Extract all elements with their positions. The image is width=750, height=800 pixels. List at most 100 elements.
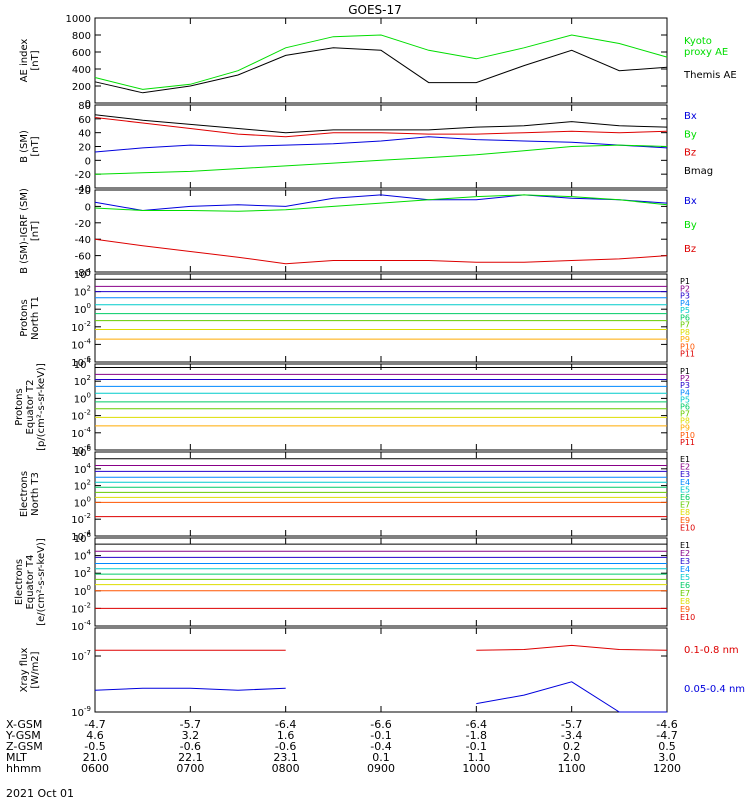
y-tick-label: 10-4 xyxy=(71,426,91,440)
y-axis-label: Xray flux xyxy=(19,648,30,693)
legend-entry: P7 xyxy=(680,410,690,419)
orbit-table: X-GSMY-GSMZ-GSMMLThhmm-4.74.6-0.521.0060… xyxy=(5,718,681,775)
panel-frame xyxy=(94,451,668,537)
legend-entry: Bz xyxy=(684,244,696,255)
orbit-row-label: X-GSM xyxy=(6,718,42,731)
y-tick-label: 0 xyxy=(85,202,91,213)
y-tick-label: 10-9 xyxy=(71,705,91,719)
legend-entry: E5 xyxy=(680,485,690,494)
y-tick-exponent: 0 xyxy=(87,495,91,503)
y-tick-exponent: -7 xyxy=(84,649,91,657)
y-tick-label: 10-7 xyxy=(71,649,91,663)
y-axis-label: AE index xyxy=(19,39,30,83)
y-tick-exponent: -2 xyxy=(84,601,91,609)
orbit-value: 22.1 xyxy=(178,751,203,764)
orbit-value: 1000 xyxy=(462,762,490,775)
y-tick-label: 10-2 xyxy=(71,601,91,615)
y-tick-exponent: -6 xyxy=(84,443,92,451)
y-tick-exponent: 4 xyxy=(87,267,92,275)
series-line xyxy=(94,114,668,134)
orbit-value: 1.1 xyxy=(468,751,486,764)
legend-entry: E8 xyxy=(680,597,690,606)
y-tick-label: 106 xyxy=(74,531,92,545)
y-tick-exponent: -4 xyxy=(84,337,92,345)
series-line xyxy=(94,47,668,94)
orbit-value: -6.4 xyxy=(466,718,487,731)
legend-entry: E10 xyxy=(680,613,695,622)
y-tick-label: 100 xyxy=(74,391,91,405)
panel-frame xyxy=(94,627,668,713)
orbit-value: -4.7 xyxy=(656,729,677,742)
series-line xyxy=(476,644,668,651)
legend-entry: P10 xyxy=(680,431,695,440)
orbit-value: -0.4 xyxy=(370,740,391,753)
y-tick-exponent: 6 xyxy=(87,531,92,539)
series-line xyxy=(94,34,668,90)
orbit-value: -0.1 xyxy=(370,729,391,742)
y-tick-label: 0 xyxy=(85,99,91,110)
legend-entry: E6 xyxy=(680,581,690,590)
legend-entry: P2 xyxy=(680,284,690,293)
orbit-value: -6.6 xyxy=(370,718,391,731)
orbit-value: -1.8 xyxy=(466,729,487,742)
legend-entry: 0.05-0.4 nm xyxy=(684,684,745,695)
y-tick-label: 106 xyxy=(74,445,92,459)
legend-entry: P2 xyxy=(680,374,690,383)
orbit-value: 1100 xyxy=(558,762,586,775)
legend-entry: E5 xyxy=(680,573,690,582)
series-line xyxy=(94,687,286,691)
y-tick-exponent: -2 xyxy=(84,409,91,417)
legend-entry: Kyoto xyxy=(684,36,712,47)
y-axis-label: Electrons xyxy=(19,471,30,517)
series-line xyxy=(94,144,668,175)
y-tick-label: 104 xyxy=(74,357,92,371)
y-tick-label: 20 xyxy=(78,186,91,197)
y-axis-label: [nT] xyxy=(30,136,41,156)
y-tick-label: 1000 xyxy=(66,14,91,25)
panels: AE index [nT]02004006008001000Kyotoproxy … xyxy=(14,14,745,719)
y-tick-label: 10-2 xyxy=(71,409,91,423)
y-axis-label: North T1 xyxy=(30,296,41,340)
panel-1: AE index [nT] 0 200 400 600 800 1000 Kyotoproxy … xyxy=(19,14,737,110)
y-tick-label: 60 xyxy=(78,115,91,126)
orbit-value: -0.5 xyxy=(84,740,105,753)
y-tick-exponent: 2 xyxy=(87,566,91,574)
date-label: 2021 Oct 01 xyxy=(6,787,74,800)
legend-entry: Bz xyxy=(684,148,696,159)
legend-entry: Themis AE xyxy=(683,70,737,81)
panel-5: Protons Equator T2 [p/(cm²-s-sr-keV)]10-61… xyxy=(14,357,695,457)
y-axis-label: Equator T4 xyxy=(25,555,36,610)
legend-entry: E4 xyxy=(680,565,690,574)
y-tick-label: 104 xyxy=(74,462,92,476)
legend-entry: P8 xyxy=(680,328,690,337)
orbit-row-label: hhmm xyxy=(6,762,41,775)
y-tick-exponent: -2 xyxy=(84,320,91,328)
y-tick-label: 102 xyxy=(74,374,91,388)
y-tick-exponent: 2 xyxy=(87,285,91,293)
y-tick-label: -80 xyxy=(75,268,91,279)
legend-entry: By xyxy=(684,220,697,231)
legend-entry: E2 xyxy=(680,549,690,558)
panel-4: Protons North T110-610-410-2100102104P1P2… xyxy=(19,267,695,369)
orbit-value: 0900 xyxy=(367,762,395,775)
y-tick-exponent: 0 xyxy=(87,391,91,399)
y-tick-exponent: 6 xyxy=(87,445,92,453)
legend-entry: E3 xyxy=(680,557,690,566)
y-axis-label: Protons xyxy=(14,388,25,425)
legend-entry: P5 xyxy=(680,395,690,404)
legend-entry: E8 xyxy=(680,508,690,517)
orbit-value: 21.0 xyxy=(83,751,108,764)
orbit-value: 23.1 xyxy=(273,751,298,764)
legend-entry: P9 xyxy=(680,424,690,433)
panel-frame xyxy=(94,273,668,363)
y-tick-label: 102 xyxy=(74,479,91,493)
y-tick-exponent: -6 xyxy=(84,355,92,363)
y-axis-label: B (SM) xyxy=(19,130,30,163)
legend-entry: P4 xyxy=(680,388,690,397)
legend-entry: E10 xyxy=(680,523,695,532)
orbit-value: 4.6 xyxy=(86,729,104,742)
legend-entry: P4 xyxy=(680,299,690,308)
legend-entry: E3 xyxy=(680,470,690,479)
y-axis-label: B (SM)-IGRF (SM) xyxy=(19,188,30,274)
y-tick-label: 100 xyxy=(74,584,91,598)
